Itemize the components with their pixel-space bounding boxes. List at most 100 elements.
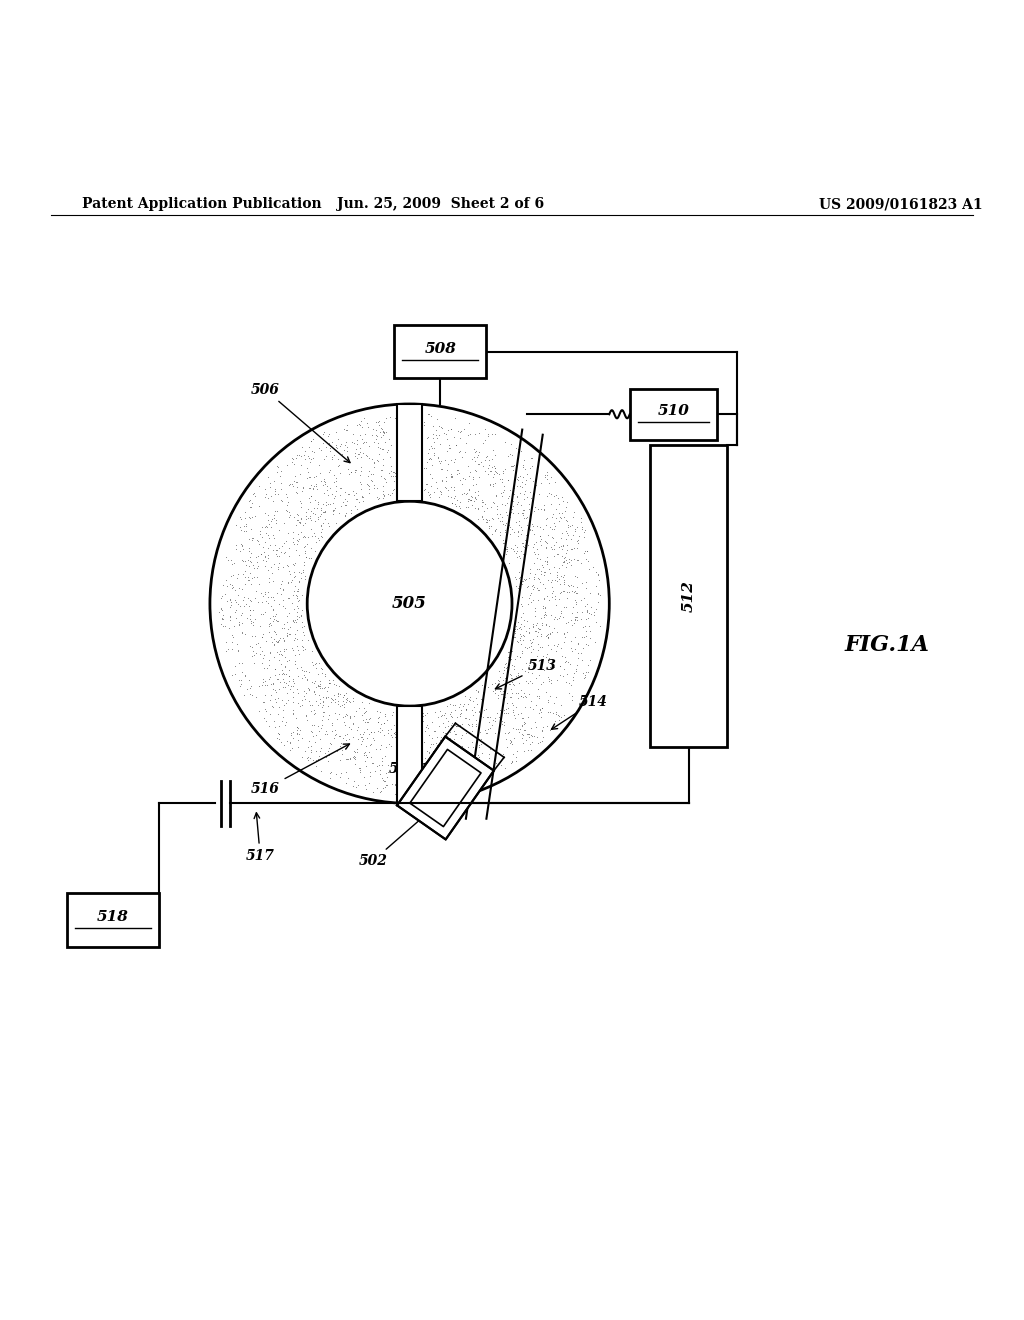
Point [354,490,371,511]
Point [460,496,476,517]
Point [408,705,424,726]
Point [324,449,340,470]
Point [262,612,279,634]
Point [416,706,432,727]
Point [434,417,451,438]
Point [382,446,398,467]
Point [281,572,297,593]
Point [543,467,559,488]
Point [392,440,409,461]
Point [532,529,549,550]
Point [501,673,517,694]
Point [331,704,347,725]
Point [425,770,441,791]
Point [473,729,489,750]
Point [285,686,301,708]
Point [360,772,377,793]
Point [340,768,356,789]
Point [222,597,239,618]
Point [519,463,536,484]
Point [535,651,551,672]
Point [470,467,486,488]
Point [265,697,282,718]
Point [496,681,512,702]
Point [499,693,515,714]
Point [289,619,305,640]
Point [351,444,368,465]
Point [330,429,346,450]
Point [326,689,342,710]
Point [447,715,464,737]
Point [577,587,593,609]
Point [524,574,541,595]
Point [499,504,515,525]
Point [375,483,391,504]
Point [520,587,537,609]
Point [525,569,542,590]
Point [382,484,398,506]
Point [385,466,401,487]
Point [380,755,396,776]
Point [251,676,267,697]
Point [275,595,292,616]
Point [267,692,284,713]
Point [289,529,305,550]
Point [279,611,295,632]
Point [262,642,279,663]
Point [294,694,310,715]
Point [370,488,386,510]
Point [501,552,517,573]
Point [581,602,597,623]
Point [461,465,477,486]
Point [345,424,361,445]
Point [270,727,287,748]
Point [268,609,285,630]
Point [481,759,498,780]
Point [402,440,419,461]
Point [362,734,379,755]
Point [524,616,541,638]
Point [578,634,594,655]
Point [404,426,421,447]
Point [271,643,288,664]
Point [315,483,332,504]
Point [324,483,340,504]
Point [230,640,247,661]
Point [377,744,393,766]
Point [568,549,585,570]
Point [270,545,287,566]
Point [222,565,239,586]
Point [508,576,524,597]
Point [215,609,231,630]
Point [441,434,458,455]
Point [516,713,532,734]
Point [328,437,344,458]
Point [400,405,417,426]
Point [308,741,325,762]
Point [261,649,278,671]
Point [476,494,493,515]
Point [404,713,421,734]
Point [315,706,332,727]
Point [426,438,442,459]
Point [510,438,526,459]
Point [562,539,579,560]
Point [530,558,547,579]
Point [419,741,435,762]
Point [443,714,460,735]
Point [563,554,580,576]
Point [523,741,540,762]
Point [402,706,419,727]
Point [348,776,365,797]
Point [462,686,478,708]
Point [540,692,556,713]
Point [422,486,438,507]
Point [341,717,357,738]
Point [564,640,581,661]
Point [477,698,494,719]
Point [540,552,556,573]
Point [578,667,594,688]
Point [509,619,525,640]
Point [532,561,549,582]
Point [426,432,442,453]
